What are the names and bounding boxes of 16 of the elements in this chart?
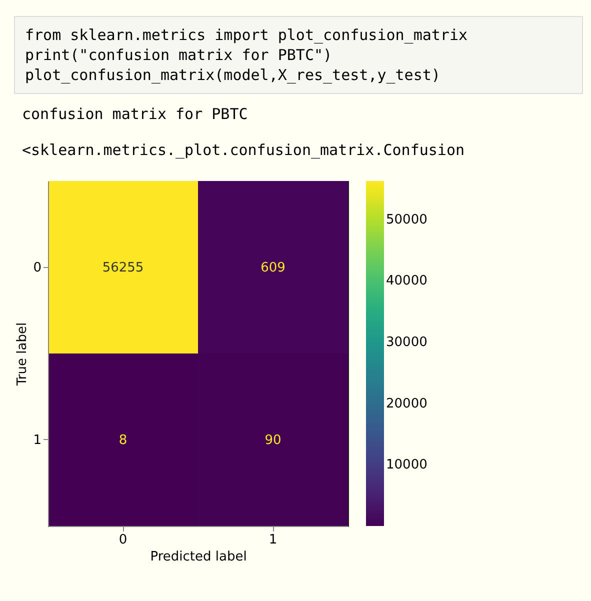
data-label: 8 bbox=[118, 432, 128, 448]
text: confusion matrix for PBTC bbox=[22, 104, 249, 124]
y-axis-title: True label bbox=[15, 322, 30, 387]
text: plot_confusion_matrix(model,X_res_test,y_test) bbox=[25, 65, 442, 85]
x-axis-title: Predicted label bbox=[150, 550, 247, 564]
data-label: 609 bbox=[260, 260, 286, 276]
color-bar-label: 40000 bbox=[386, 274, 428, 289]
text: from sklearn.metrics import plot_confusion_matrix bbox=[25, 25, 469, 45]
text: <sklearn.metrics._plot.confusion_matrix.Confusion bbox=[22, 140, 466, 160]
data-label: 90 bbox=[264, 432, 282, 448]
color-bar-label: 10000 bbox=[386, 458, 428, 473]
color-bar-label: 20000 bbox=[386, 396, 428, 412]
data-label: 56255 bbox=[102, 260, 144, 276]
text: print("confusion matrix for PBTC") bbox=[25, 45, 334, 65]
color-bar-label: 30000 bbox=[386, 335, 428, 350]
color-bar-label: 50000 bbox=[386, 212, 428, 228]
